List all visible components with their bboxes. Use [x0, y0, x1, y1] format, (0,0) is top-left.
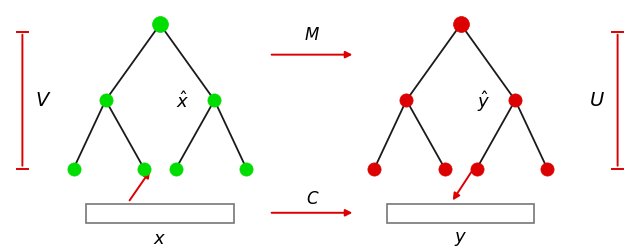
Bar: [86, 204, 234, 223]
Text: $M$: $M$: [305, 27, 320, 44]
Text: $\hat{y}$: $\hat{y}$: [477, 88, 490, 113]
Point: [68, 167, 79, 171]
Text: $C$: $C$: [305, 191, 319, 208]
Point: [472, 167, 482, 171]
Point: [456, 23, 466, 27]
Point: [155, 23, 165, 27]
Point: [209, 99, 220, 103]
Text: $\hat{x}$: $\hat{x}$: [176, 90, 189, 111]
Text: $y$: $y$: [454, 229, 467, 247]
Text: $x$: $x$: [154, 229, 166, 247]
Bar: [387, 204, 534, 223]
Text: $U$: $U$: [589, 92, 605, 110]
Text: $V$: $V$: [35, 92, 52, 110]
Point: [241, 167, 252, 171]
Point: [542, 167, 552, 171]
Point: [369, 167, 380, 171]
Point: [100, 99, 111, 103]
Point: [440, 167, 450, 171]
Point: [510, 99, 520, 103]
Point: [171, 167, 181, 171]
Point: [401, 99, 412, 103]
Point: [139, 167, 149, 171]
